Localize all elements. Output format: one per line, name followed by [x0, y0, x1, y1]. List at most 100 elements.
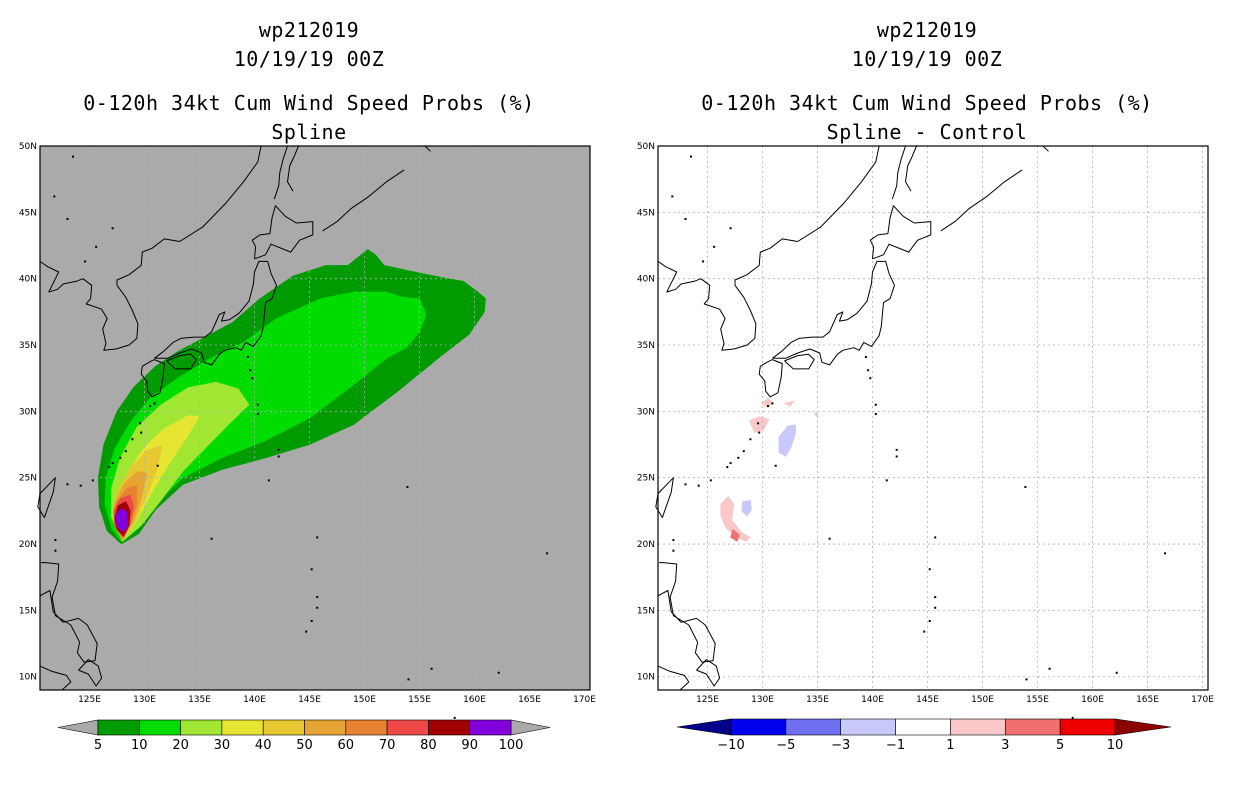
colorbar-label: 10	[131, 738, 148, 753]
island	[697, 484, 700, 487]
lon-tick-label: 145E	[298, 695, 321, 705]
island	[316, 606, 319, 609]
coastline	[287, 145, 299, 192]
island	[864, 355, 867, 358]
colorbar-label: 10	[1107, 738, 1124, 753]
island	[72, 155, 74, 158]
coastline	[424, 145, 431, 152]
coastline	[758, 359, 783, 398]
map-frame	[657, 145, 1209, 691]
coastline	[251, 205, 314, 260]
colorbar-segment	[730, 718, 787, 736]
colorbar-segment	[304, 719, 347, 736]
island	[210, 537, 213, 540]
colorbar-label: 3	[1001, 738, 1009, 753]
island	[84, 260, 87, 263]
colorbar-label: −3	[831, 738, 850, 753]
island	[277, 455, 280, 458]
island	[406, 485, 409, 488]
lon-tick-label: 155E	[408, 695, 431, 705]
lat-tick-label: 40N	[637, 275, 655, 285]
lat-tick-label: 45N	[19, 208, 37, 218]
colorbar-label: 20	[172, 738, 189, 753]
island	[139, 422, 142, 425]
diff-positive-1-3	[783, 400, 796, 407]
map-background	[658, 146, 1208, 690]
coastline	[940, 169, 1023, 232]
colorbar-label: 100	[499, 738, 524, 753]
island	[1025, 678, 1028, 681]
coastline	[322, 169, 405, 232]
island	[729, 227, 732, 230]
island	[246, 355, 249, 358]
island	[771, 402, 774, 405]
coastline	[772, 260, 895, 366]
islands	[671, 155, 1167, 719]
island	[277, 448, 280, 451]
island	[684, 483, 687, 486]
lon-tick-label: 130E	[751, 695, 774, 705]
spline-shaded-contours	[97, 249, 486, 545]
colorbar-segment	[1059, 718, 1116, 736]
lon-tick-label: 140E	[861, 695, 884, 705]
island	[928, 620, 931, 623]
islands	[53, 155, 549, 719]
island	[66, 483, 69, 486]
difference-shaded-contours	[720, 397, 818, 542]
coastline	[891, 145, 906, 200]
island	[729, 462, 732, 465]
spline-control-panel: wp212019 10/19/19 00Z 0-120h 34kt Cum Wi…	[618, 0, 1236, 800]
coastline	[39, 260, 84, 293]
diff-positive-1-3	[720, 495, 751, 542]
coastline	[1042, 145, 1049, 152]
storm-id-title: wp212019	[876, 18, 978, 42]
diff-negative-1-3	[778, 424, 796, 457]
island	[156, 464, 159, 467]
colorbar-label: 60	[338, 738, 355, 753]
colorbar-label: 50	[296, 738, 313, 753]
diff-positive-1-3	[760, 397, 774, 408]
colorbar-label: 80	[420, 738, 437, 753]
coastlines	[37, 145, 431, 691]
island	[690, 155, 692, 158]
island	[895, 448, 898, 451]
colorbar-segment	[345, 719, 388, 736]
coastline	[39, 562, 98, 663]
lat-tick-label: 50N	[19, 142, 37, 152]
colorbar-segment	[386, 719, 429, 736]
diff-positive-3-5	[730, 528, 740, 542]
storm-id-title: wp212019	[258, 18, 360, 42]
coastline	[869, 205, 932, 260]
gridlines	[658, 145, 1208, 690]
coastline	[657, 665, 690, 691]
colorbar-segment	[950, 718, 1006, 736]
island	[54, 539, 57, 542]
colorbar-low-arrow	[676, 718, 732, 736]
island	[934, 596, 937, 599]
island	[140, 431, 143, 434]
island	[885, 479, 888, 482]
lon-tick-label: 130E	[133, 695, 156, 705]
island	[111, 227, 114, 230]
island	[497, 671, 500, 674]
island	[310, 620, 313, 623]
lat-tick-label: 30N	[637, 407, 655, 417]
island	[742, 450, 745, 453]
coastline	[82, 145, 262, 351]
colorbar-segment	[785, 718, 842, 736]
island	[671, 195, 674, 198]
island	[874, 413, 877, 416]
prob-10-20-contour	[104, 291, 427, 542]
spline-probability-map: 50N 45N 40N 35N 30N 25N 20N 15N 10N 125E 130E 135E 1…	[19, 142, 596, 753]
island	[709, 479, 712, 482]
island	[79, 484, 82, 487]
island	[774, 464, 777, 467]
island	[874, 403, 877, 406]
island	[430, 667, 433, 670]
island	[757, 422, 760, 425]
island	[1024, 485, 1027, 488]
coastline	[37, 477, 56, 518]
lat-tick-label: 45N	[637, 208, 655, 218]
island	[672, 539, 675, 542]
island	[546, 552, 549, 555]
